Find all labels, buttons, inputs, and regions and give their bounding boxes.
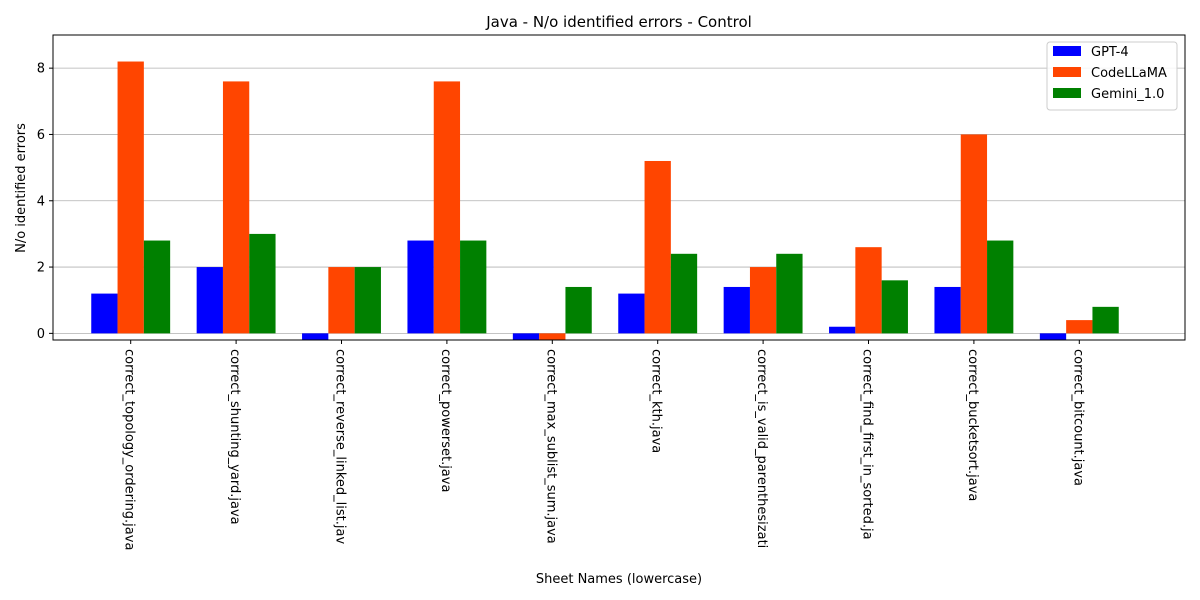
bar-gpt-4-0 — [91, 293, 118, 334]
bar-gpt-4-7 — [829, 326, 856, 334]
x-tick-label: correct_bucketsort.java — [965, 349, 980, 501]
x-tick-label: correct_max_sublist_sum.java — [543, 349, 558, 544]
bar-codellama-8 — [960, 134, 988, 334]
bar-codellama-9 — [1066, 320, 1093, 334]
y-tick-label: 6 — [37, 128, 45, 143]
legend-swatch — [1053, 46, 1081, 56]
y-tick-label: 0 — [37, 327, 45, 342]
bar-gpt-4-3 — [407, 240, 434, 334]
bar-codellama-5 — [644, 160, 671, 334]
bar-gemini-1-0-7 — [881, 280, 908, 334]
bar-gemini-1-0-3 — [460, 240, 487, 334]
y-tick-label: 8 — [37, 62, 45, 77]
bar-codellama-6 — [749, 267, 777, 334]
bar-gemini-1-0-4 — [565, 286, 592, 334]
legend-swatch — [1053, 88, 1081, 98]
bar-codellama-7 — [855, 247, 882, 334]
x-tick-label: correct_kth.java — [649, 349, 664, 453]
bar-gpt-4-6 — [723, 286, 750, 334]
bar-gemini-1-0-2 — [354, 267, 381, 334]
y-tick-label: 2 — [37, 261, 45, 276]
bar-gemini-1-0-6 — [776, 253, 803, 334]
y-tick-label: 4 — [37, 194, 45, 209]
x-tick-label: correct_reverse_linked_list.jav — [333, 349, 348, 544]
legend-label: CodeLLaMA — [1091, 66, 1167, 81]
bar-gemini-1-0-9 — [1092, 306, 1119, 334]
x-tick-label: correct_find_first_in_sorted.ja — [860, 349, 875, 540]
chart-title: Java - N/o identified errors - Control — [485, 13, 752, 31]
bar-gemini-1-0-5 — [670, 253, 698, 334]
bar-gpt-4-4 — [512, 333, 540, 340]
bar-gpt-4-1 — [196, 267, 223, 334]
bar-gemini-1-0-1 — [249, 233, 276, 334]
bar-gemini-1-0-0 — [143, 240, 171, 334]
legend-label: Gemini_1.0 — [1091, 87, 1164, 102]
x-axis-title: Sheet Names (lowercase) — [536, 572, 702, 587]
x-tick-label: correct_topology_ordering.java — [122, 349, 137, 550]
x-axis-ticks: correct_topology_ordering.java correct_sh… — [122, 340, 1085, 550]
bar-gpt-4-5 — [618, 293, 645, 334]
x-tick-label: correct_is_valid_parenthesizati — [754, 349, 769, 548]
bar-codellama-2 — [328, 267, 355, 334]
bar-gpt-4-9 — [1039, 333, 1067, 340]
legend-label: GPT-4 — [1091, 45, 1129, 60]
legend-swatch — [1053, 67, 1081, 77]
x-tick-label: correct_powerset.java — [438, 349, 453, 492]
bar-gpt-4-8 — [934, 286, 961, 334]
y-axis-ticks: 0 2 4 6 8 — [37, 62, 53, 342]
x-tick-label: correct_shunting_yard.java — [227, 349, 242, 525]
x-tick-label: correct_bitcount.java — [1070, 349, 1085, 486]
bar-codellama-4 — [539, 333, 566, 340]
plot-frame — [52, 34, 1186, 341]
y-axis-title: N/o identified errors — [14, 123, 29, 253]
bars — [91, 61, 1119, 340]
bar-gemini-1-0-8 — [987, 240, 1014, 334]
legend: GPT-4 CodeLLaMA Gemini_1.0 — [1046, 41, 1178, 111]
bar-codellama-3 — [433, 81, 461, 334]
bar-gpt-4-2 — [302, 333, 329, 340]
bar-codellama-1 — [222, 81, 250, 334]
bar-codellama-0 — [117, 61, 144, 334]
